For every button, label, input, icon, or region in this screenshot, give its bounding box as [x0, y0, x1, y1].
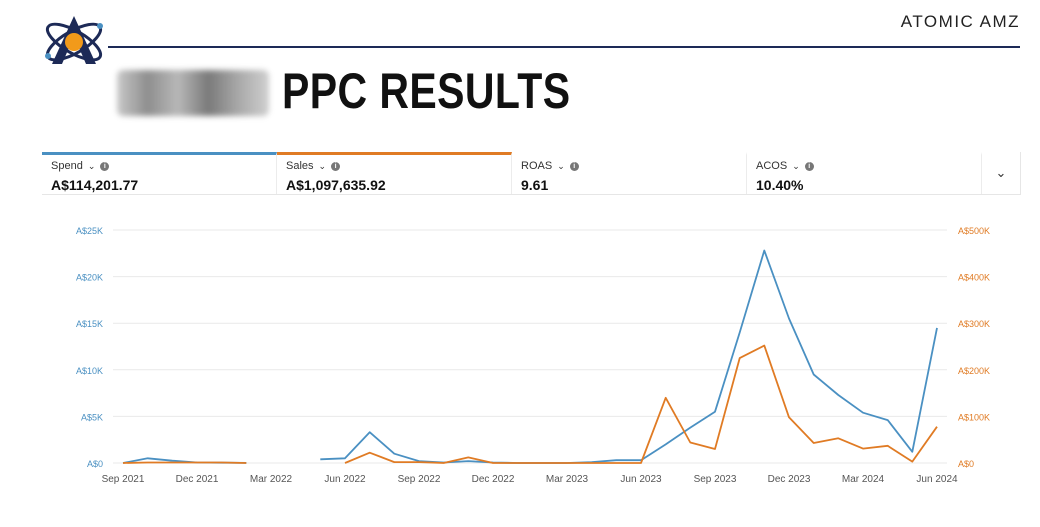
y-left-tick-label: A$0	[87, 459, 103, 469]
blurred-client-name	[117, 70, 269, 116]
x-tick-label: Sep 2023	[694, 474, 737, 485]
metric-spend[interactable]: Spend ⌄ i A$114,201.77	[42, 152, 277, 194]
x-tick-label: Mar 2022	[250, 474, 293, 485]
metrics-bar: Spend ⌄ i A$114,201.77 Sales ⌄ i A$1,097…	[42, 152, 1021, 195]
y-right-tick-label: A$100K	[958, 412, 990, 422]
y-right-tick-label: A$400K	[958, 273, 990, 283]
series-line-spend	[320, 249, 938, 464]
x-tick-label: Dec 2022	[472, 474, 515, 485]
chevron-down-icon: ⌄	[995, 165, 1007, 180]
x-tick-label: Jun 2023	[620, 474, 662, 485]
metric-label: ACOS	[756, 160, 788, 172]
metric-acos[interactable]: ACOS ⌄ i 10.40%	[747, 152, 982, 194]
y-right-tick-label: A$300K	[958, 319, 990, 329]
info-icon[interactable]: i	[569, 161, 579, 171]
x-tick-label: Sep 2021	[102, 474, 145, 485]
metric-value: 10.40%	[756, 177, 804, 193]
line-chart: A$0 A$0 A$5K A$100K A$10K A$200K A$15K A$300K A$…	[76, 226, 990, 485]
y-left-tick-label: A$10K	[76, 366, 103, 376]
chevron-down-icon[interactable]: ⌄	[792, 160, 800, 171]
series-line-sales	[122, 461, 247, 464]
metric-label: ROAS	[521, 160, 553, 172]
info-icon[interactable]: i	[100, 161, 110, 171]
performance-chart: A$0 A$0 A$5K A$100K A$10K A$200K A$15K A$300K A$…	[0, 210, 1040, 495]
y-right-tick-label: A$500K	[958, 226, 990, 236]
x-tick-label: Jun 2022	[324, 474, 366, 485]
metric-label: Sales	[286, 160, 314, 172]
chevron-down-icon[interactable]: ⌄	[318, 160, 327, 171]
chevron-down-icon[interactable]: ⌄	[557, 160, 565, 171]
brand-name: ATOMIC AMZ	[900, 12, 1020, 31]
metric-value: 9.61	[521, 177, 549, 193]
x-tick-label: Sep 2022	[398, 474, 441, 485]
atomic-logo	[45, 16, 103, 64]
y-left-tick-label: A$25K	[76, 226, 103, 236]
metric-roas[interactable]: ROAS ⌄ i 9.61	[512, 152, 747, 194]
y-right-tick-label: A$200K	[958, 366, 990, 376]
y-left-tick-label: A$5K	[81, 412, 103, 422]
chevron-down-icon[interactable]: ⌄	[87, 160, 96, 171]
y-right-tick-label: A$0	[958, 459, 974, 469]
metric-value: A$1,097,635.92	[286, 177, 386, 193]
info-icon[interactable]: i	[331, 161, 341, 171]
metric-label: Spend	[51, 160, 83, 172]
header-divider	[108, 46, 1020, 48]
x-tick-label: Mar 2024	[842, 474, 885, 485]
metric-value: A$114,201.77	[51, 177, 139, 193]
y-left-tick-label: A$15K	[76, 319, 103, 329]
x-tick-label: Dec 2021	[176, 474, 219, 485]
x-tick-label: Dec 2023	[768, 474, 811, 485]
page-title: PPC RESULTS	[282, 63, 571, 119]
metric-sales[interactable]: Sales ⌄ i A$1,097,635.92	[277, 152, 512, 194]
series-line-sales	[344, 344, 938, 464]
x-tick-label: Mar 2023	[546, 474, 589, 485]
x-tick-label: Jun 2024	[916, 474, 958, 485]
y-left-tick-label: A$20K	[76, 273, 103, 283]
expand-metrics-button[interactable]: ⌄	[982, 152, 1020, 194]
info-icon[interactable]: i	[804, 161, 814, 171]
